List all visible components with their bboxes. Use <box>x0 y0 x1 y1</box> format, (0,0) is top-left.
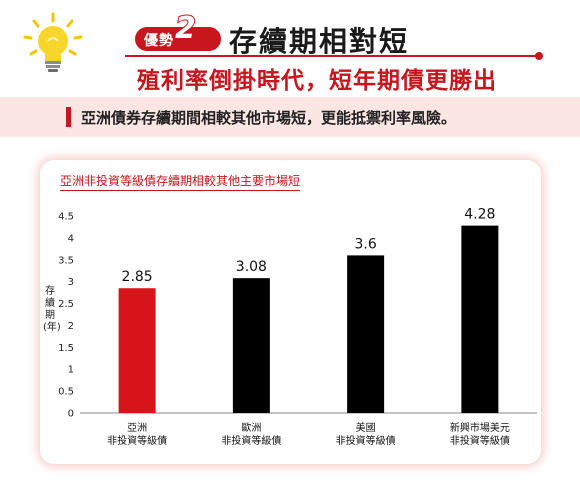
badge-number: 2 <box>174 10 197 47</box>
y-tick-label: 2.5 <box>58 299 74 310</box>
y-tick-label: 3 <box>68 277 74 288</box>
page-title: 存續期相對短 <box>229 25 410 58</box>
bar <box>347 255 385 413</box>
y-tick-label: 0.5 <box>58 387 74 398</box>
highlight-marker <box>66 107 71 127</box>
y-tick-label: 3.5 <box>58 255 74 266</box>
y-tick-label: 0 <box>68 409 74 420</box>
lightbulb-icon <box>23 12 83 72</box>
y-tick-label: 2 <box>68 321 74 332</box>
y-tick-label: 4 <box>68 233 74 244</box>
bar-value-label: 2.85 <box>122 269 153 285</box>
x-category-label: 美國非投資等級債 <box>336 421 396 447</box>
y-tick-label: 1.5 <box>58 343 74 354</box>
bar <box>232 278 270 413</box>
y-axis-label: 存續期(年) <box>43 286 61 333</box>
advantage-badge <box>135 27 221 51</box>
y-tick-label: 4.5 <box>58 212 74 223</box>
bar-value-label: 4.28 <box>464 207 495 223</box>
bar-value-label: 3.08 <box>236 259 267 275</box>
x-category-label: 新興市場美元非投資等級債 <box>450 421 510 447</box>
highlight-text: 亞洲債券存續期間相較其他市場短，更能抵禦利率風險。 <box>81 109 457 127</box>
y-tick-label: 1 <box>68 365 74 376</box>
x-category-label: 亞洲非投資等級債 <box>107 422 167 447</box>
chart-title: 亞洲非投資等級債存續期相較其他主要市場短 <box>60 172 301 191</box>
divider-dot <box>535 52 543 60</box>
highlight-band <box>0 97 580 137</box>
x-category-label: 歐洲非投資等級債 <box>221 421 281 447</box>
title-divider <box>125 55 541 57</box>
bar-value-label: 3.6 <box>354 236 376 252</box>
bar <box>118 288 156 413</box>
bar <box>461 225 499 413</box>
badge-label: 優勢 <box>144 33 174 49</box>
page-subtitle: 殖利率倒掛時代，短年期債更勝出 <box>137 68 497 94</box>
